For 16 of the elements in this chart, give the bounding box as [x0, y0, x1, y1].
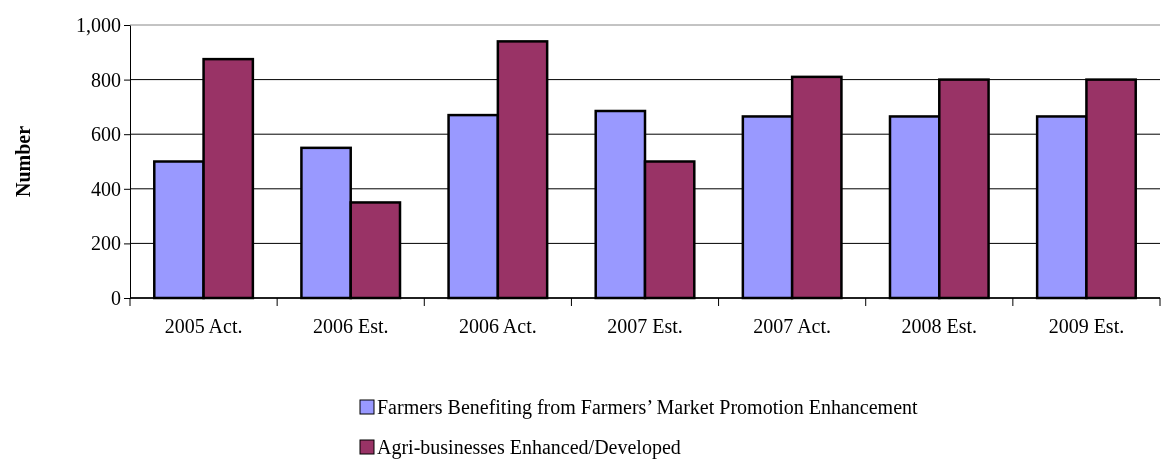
legend-label: Agri-businesses Enhanced/Developed: [377, 436, 681, 459]
y-tick-label: 1,000: [76, 13, 121, 36]
x-tick-label: 2007 Act.: [753, 315, 832, 337]
y-tick-label: 400: [91, 177, 121, 200]
x-tick-label: 2006 Act.: [458, 315, 537, 337]
y-axis-title: Number: [12, 125, 34, 198]
x-tick-label: 2008 Est.: [901, 315, 978, 337]
x-tick-label: 2007 Est.: [607, 315, 683, 337]
y-tick-label: 800: [91, 68, 121, 91]
x-tick-label: 2005 Act.: [164, 315, 243, 337]
legend-label: Farmers Benefiting from Farmers’ Market Promotion Enhancement: [377, 396, 919, 419]
y-tick-label: 600: [91, 123, 121, 146]
x-tick-label: 2009 Est.: [1048, 315, 1125, 337]
x-tick-label: 2006 Est.: [312, 315, 389, 337]
y-tick-label: 200: [91, 232, 121, 255]
y-tick-label: 0: [111, 286, 121, 309]
